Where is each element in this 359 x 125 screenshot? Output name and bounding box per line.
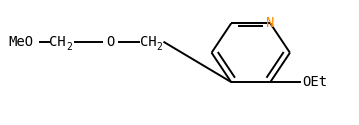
Text: O: O xyxy=(106,35,114,49)
Text: MeO: MeO xyxy=(9,35,34,49)
Text: 2: 2 xyxy=(66,42,72,52)
Text: CH: CH xyxy=(50,35,66,49)
Text: N: N xyxy=(266,16,275,30)
Text: OEt: OEt xyxy=(302,75,327,89)
Text: CH: CH xyxy=(140,35,157,49)
Text: 2: 2 xyxy=(157,42,162,52)
